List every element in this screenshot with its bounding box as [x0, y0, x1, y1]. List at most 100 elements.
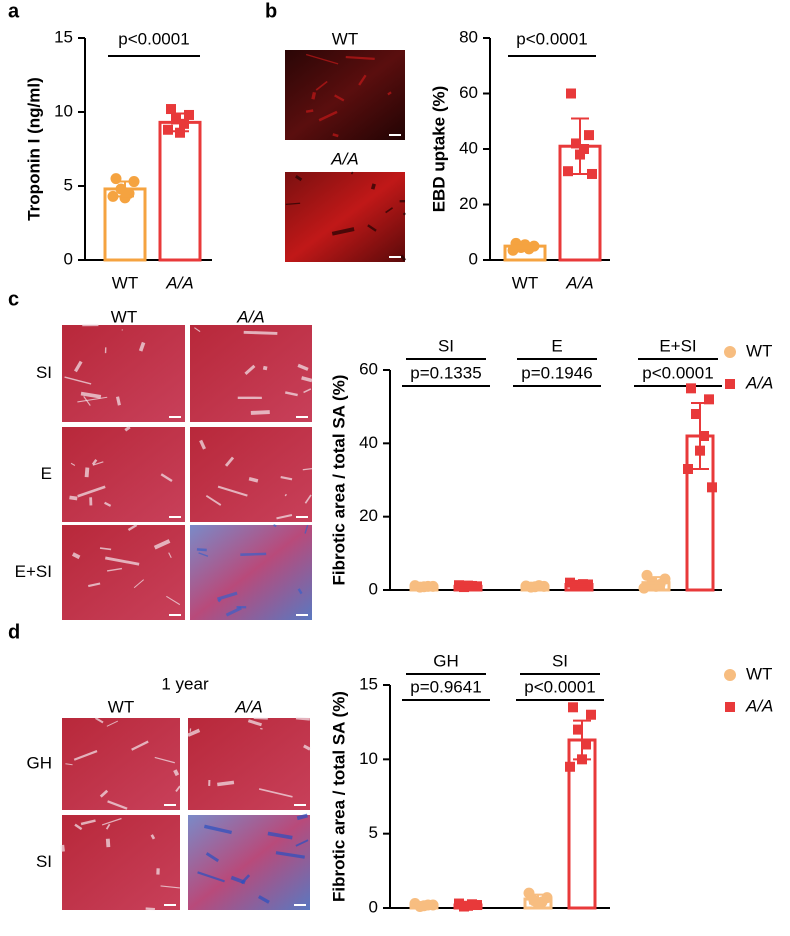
tissue-streak — [254, 718, 268, 719]
y-tick-label: 15 — [54, 27, 73, 46]
p-value: p=0.1335 — [410, 363, 481, 382]
tissue-streak — [217, 782, 234, 784]
panel-letter: d — [8, 621, 20, 643]
legend-label: WT — [746, 341, 772, 360]
data-point — [584, 130, 594, 140]
tissue-streak — [108, 839, 109, 847]
tissue-streak — [333, 134, 339, 136]
y-tick-label: 20 — [359, 506, 378, 525]
x-tick-label: A/A — [165, 273, 193, 292]
tissue-streak — [87, 468, 88, 478]
tissue-streak — [404, 213, 405, 215]
data-point — [566, 89, 576, 99]
micrograph — [62, 427, 185, 522]
p-value: p<0.0001 — [516, 29, 587, 48]
tissue-streak — [274, 525, 277, 526]
tissue-streak — [175, 770, 178, 775]
column-label: WT — [111, 307, 137, 326]
legend-marker — [725, 702, 735, 712]
bar — [160, 122, 200, 260]
image-label: WT — [332, 29, 358, 48]
micrograph — [190, 427, 312, 522]
tissue-streak — [146, 909, 155, 910]
p-value: p<0.0001 — [118, 29, 189, 48]
y-tick-label: 20 — [459, 194, 478, 213]
x-tick-label: WT — [512, 273, 538, 292]
tissue-streak — [260, 728, 262, 729]
image-label: A/A — [330, 149, 358, 168]
y-tick-label: 0 — [64, 249, 73, 268]
micrograph — [190, 325, 312, 422]
tissue-streak — [285, 494, 286, 496]
group-label: SI — [552, 651, 568, 670]
legend-marker — [724, 346, 736, 358]
x-tick-label: A/A — [565, 273, 593, 292]
image-title: 1 year — [161, 674, 209, 693]
tissue-streak — [373, 184, 374, 189]
row-label: SI — [36, 363, 52, 382]
legend-label: WT — [746, 664, 772, 683]
legend-marker — [725, 379, 735, 389]
tissue-streak — [297, 815, 307, 818]
y-tick-label: 5 — [369, 823, 378, 842]
micrograph — [62, 525, 185, 620]
error-bar — [526, 586, 544, 587]
error-bar — [415, 586, 433, 587]
tissue-streak — [251, 412, 270, 413]
y-tick-label: 5 — [64, 175, 73, 194]
tissue-streak — [249, 479, 258, 481]
y-tick-label: 40 — [459, 138, 478, 157]
y-tick-label: 0 — [369, 579, 378, 598]
tissue-streak — [197, 549, 207, 550]
data-point — [568, 702, 578, 712]
p-value: p<0.0001 — [642, 363, 713, 382]
panel-letter: a — [8, 0, 20, 22]
micrograph — [285, 50, 405, 140]
tissue-streak — [306, 110, 313, 111]
micrograph — [190, 525, 312, 620]
tissue-streak — [69, 497, 77, 498]
y-tick-label: 40 — [359, 433, 378, 452]
group-label: SI — [438, 336, 454, 355]
row-label: SI — [36, 852, 52, 871]
column-label: A/A — [236, 307, 264, 326]
y-tick-label: 60 — [459, 83, 478, 102]
tissue-streak — [352, 172, 353, 174]
x-tick-label: WT — [112, 273, 138, 292]
data-point — [686, 383, 696, 393]
micrograph — [62, 325, 185, 422]
legend-label: A/A — [745, 373, 773, 392]
p-value: p<0.0001 — [524, 677, 595, 696]
y-tick-label: 0 — [369, 897, 378, 916]
legend-label: A/A — [745, 696, 773, 715]
row-label: E — [41, 464, 52, 483]
tissue-streak — [296, 718, 310, 719]
tissue-streak — [118, 397, 120, 406]
group-label: E+SI — [659, 336, 696, 355]
tissue-streak — [313, 92, 315, 99]
y-axis-label: Fibrotic area / total SA (%) — [329, 375, 348, 586]
data-point — [163, 125, 173, 135]
panel-letter: c — [8, 288, 19, 310]
y-axis-label: Troponin I (ng/ml) — [24, 77, 43, 221]
tissue-streak — [240, 554, 266, 555]
micrograph — [62, 718, 180, 810]
legend-marker — [724, 669, 736, 681]
tissue-streak — [263, 368, 267, 369]
micrograph — [188, 815, 310, 910]
y-axis-label: EBD uptake (%) — [429, 86, 448, 213]
column-label: A/A — [234, 697, 262, 716]
p-value: p=0.1946 — [521, 363, 592, 382]
row-label: E+SI — [15, 562, 52, 581]
panel-letter: b — [265, 0, 277, 22]
tissue-streak — [62, 845, 63, 852]
y-tick-label: 60 — [359, 359, 378, 378]
column-label: WT — [108, 697, 134, 716]
y-axis-label: Fibrotic area / total SA (%) — [329, 691, 348, 902]
group-label: GH — [433, 651, 459, 670]
y-tick-label: 80 — [459, 27, 478, 46]
y-tick-label: 10 — [54, 101, 73, 120]
data-point — [184, 110, 194, 120]
y-tick-label: 15 — [359, 674, 378, 693]
y-tick-label: 10 — [359, 749, 378, 768]
